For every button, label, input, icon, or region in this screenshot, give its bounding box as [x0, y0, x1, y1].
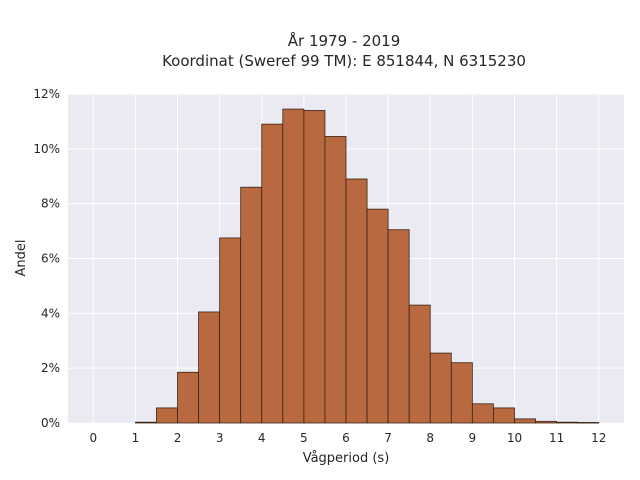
y-tick-label: 10%	[33, 142, 60, 156]
histogram-bar	[219, 237, 242, 424]
histogram-bar	[156, 407, 178, 424]
y-tick-labels: 0% 2% 4% 6% 8% 10% 12%	[33, 87, 60, 430]
histogram-bar	[387, 229, 410, 424]
histogram-bar	[514, 418, 536, 424]
y-tick-label: 4%	[41, 306, 60, 320]
chart-title-line1: År 1979 - 2019	[288, 31, 401, 50]
y-axis-label: Andel	[14, 240, 29, 277]
histogram-bar	[198, 311, 221, 424]
x-tick-label: 10	[507, 431, 522, 445]
histogram-bar	[493, 407, 515, 424]
histogram-bar	[303, 110, 326, 424]
y-tick-label: 0%	[41, 416, 60, 430]
histogram-bar	[450, 362, 473, 424]
x-tick-label: 6	[342, 431, 350, 445]
histogram-bar	[577, 422, 600, 424]
y-tick-label: 12%	[33, 87, 60, 101]
x-tick-label: 9	[469, 431, 477, 445]
histogram-bar	[282, 108, 305, 424]
histogram-bar	[408, 304, 431, 424]
x-axis-label: Vågperiod (s)	[303, 451, 390, 466]
histogram-bar	[261, 123, 284, 424]
histogram-bar	[345, 178, 368, 424]
x-tick-label: 1	[132, 431, 140, 445]
x-tick-label: 8	[426, 431, 434, 445]
y-tick-label: 2%	[41, 361, 60, 375]
histogram-bar	[535, 420, 558, 424]
x-tick-labels: 0 1 2 3 4 5 6 7 8 9 10 11 12	[89, 431, 606, 445]
histogram-bar	[471, 403, 494, 424]
histogram-bar	[240, 186, 263, 424]
x-tick-label: 7	[384, 431, 392, 445]
x-tick-label: 11	[549, 431, 564, 445]
x-tick-label: 12	[591, 431, 606, 445]
x-tick-label: 4	[258, 431, 266, 445]
x-tick-label: 2	[174, 431, 182, 445]
histogram-bar	[366, 208, 389, 424]
x-tick-label: 5	[300, 431, 308, 445]
y-tick-label: 6%	[41, 252, 60, 266]
y-tick-label: 8%	[41, 197, 60, 211]
x-tick-label: 0	[89, 431, 97, 445]
histogram-bar	[556, 421, 579, 424]
chart-title-line2: Koordinat (Sweref 99 TM): E 851844, N 63…	[162, 52, 526, 70]
x-tick-label: 3	[216, 431, 224, 445]
histogram-bar	[177, 371, 199, 424]
histogram-bar	[324, 136, 347, 424]
histogram-bar	[134, 421, 157, 424]
bars	[134, 108, 600, 424]
histogram-bar	[429, 352, 452, 424]
